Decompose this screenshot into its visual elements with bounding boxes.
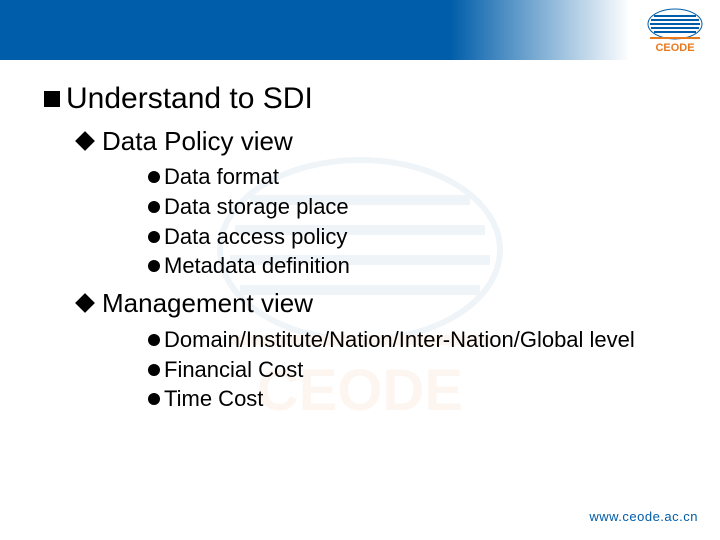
section-2: Management view Domain/Institute/Nation/… <box>78 287 684 414</box>
square-bullet-icon <box>44 91 60 107</box>
header-gradient <box>450 0 630 60</box>
disc-bullet-icon <box>148 364 160 376</box>
section-1-items: Data format Data storage place Data acce… <box>148 162 684 281</box>
list-item: Data format <box>148 162 684 192</box>
list-item: Domain/Institute/Nation/Inter-Nation/Glo… <box>148 325 684 355</box>
slide-title: Understand to SDI <box>44 82 684 117</box>
list-item-text: Metadata definition <box>164 253 350 278</box>
diamond-bullet-icon <box>75 131 95 151</box>
list-item: Metadata definition <box>148 251 684 281</box>
list-item-text: Data format <box>164 164 279 189</box>
content-area: Understand to SDI Data Policy view Data … <box>44 82 684 420</box>
section-1: Data Policy view Data format Data storag… <box>78 125 684 282</box>
footer-url: www.ceode.ac.cn <box>589 509 698 524</box>
slide-title-text: Understand to SDI <box>66 82 313 115</box>
slide: CEODE CEODE Understand to SDI Data Polic… <box>0 0 720 540</box>
logo-svg: CEODE <box>644 8 706 56</box>
list-item-text: Financial Cost <box>164 357 303 382</box>
list-item-text: Domain/Institute/Nation/Inter-Nation/Glo… <box>164 327 635 352</box>
logo: CEODE <box>644 8 706 56</box>
list-item: Financial Cost <box>148 355 684 385</box>
list-item: Time Cost <box>148 384 684 414</box>
list-item: Data access policy <box>148 222 684 252</box>
disc-bullet-icon <box>148 260 160 272</box>
logo-text: CEODE <box>655 42 694 54</box>
disc-bullet-icon <box>148 171 160 183</box>
section-2-title: Management view <box>78 287 684 321</box>
disc-bullet-icon <box>148 231 160 243</box>
list-item-text: Data access policy <box>164 224 347 249</box>
section-2-title-text: Management view <box>102 288 313 318</box>
section-1-title: Data Policy view <box>78 125 684 159</box>
list-item-text: Data storage place <box>164 194 349 219</box>
disc-bullet-icon <box>148 334 160 346</box>
disc-bullet-icon <box>148 393 160 405</box>
list-item: Data storage place <box>148 192 684 222</box>
list-item-text: Time Cost <box>164 386 263 411</box>
section-1-title-text: Data Policy view <box>102 126 293 156</box>
diamond-bullet-icon <box>75 293 95 313</box>
disc-bullet-icon <box>148 201 160 213</box>
section-2-items: Domain/Institute/Nation/Inter-Nation/Glo… <box>148 325 684 414</box>
